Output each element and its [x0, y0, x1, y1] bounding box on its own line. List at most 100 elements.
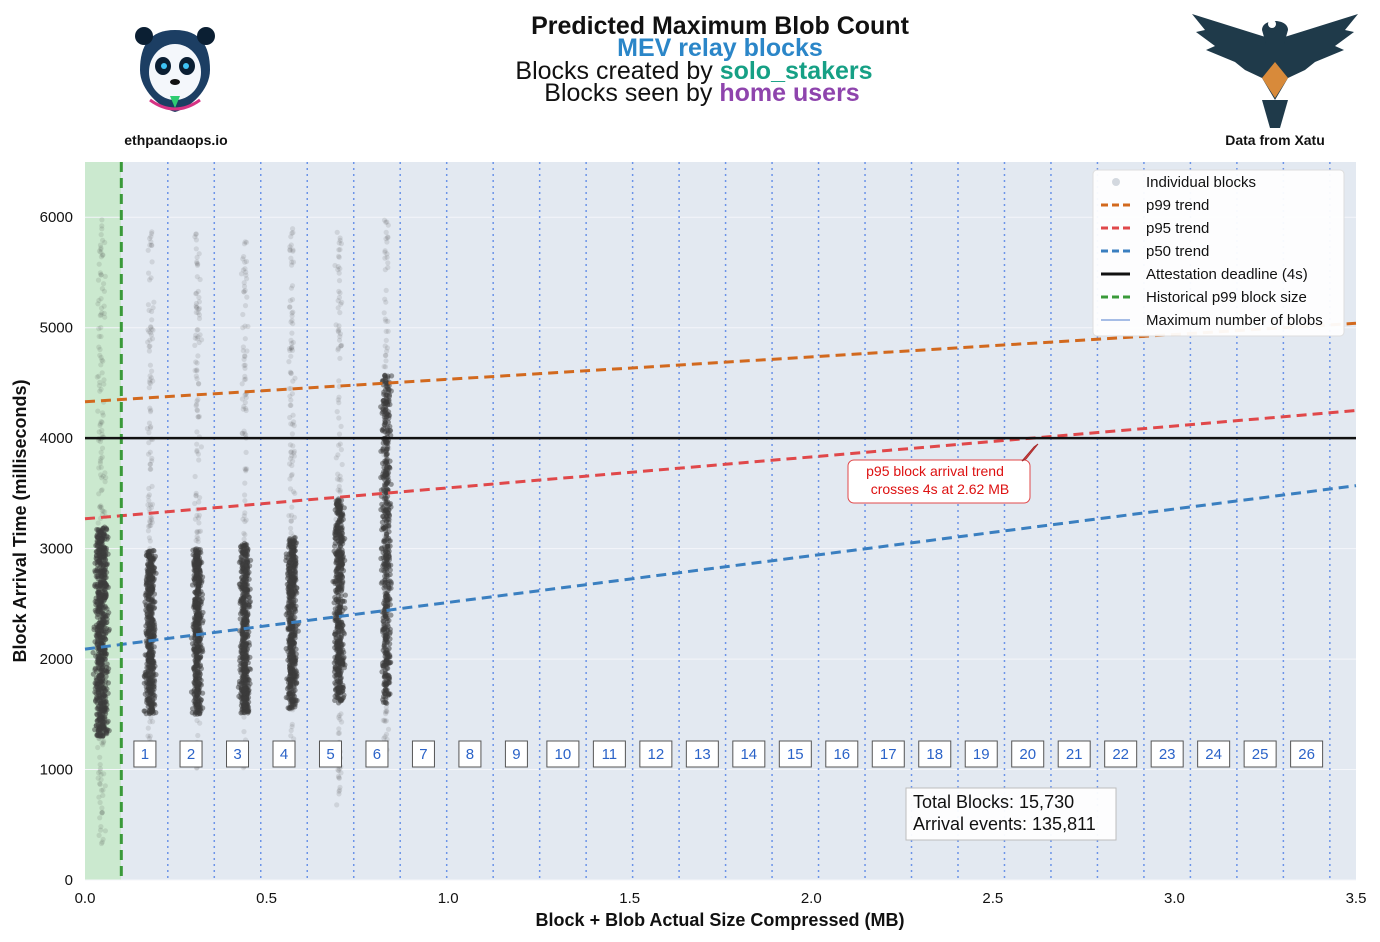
y-tick-label: 1000	[40, 762, 73, 779]
scatter-point	[384, 239, 390, 245]
scatter-point	[288, 397, 294, 403]
scatter-point	[381, 503, 387, 509]
scatter-point	[193, 231, 199, 237]
scatter-point	[193, 604, 199, 611]
scatter-point	[152, 624, 158, 630]
scatter-point	[336, 431, 343, 437]
scatter-point	[379, 669, 385, 675]
scatter-point	[290, 533, 296, 539]
scatter-point	[289, 431, 295, 437]
scatter-point	[150, 719, 156, 725]
scatter-point	[193, 332, 199, 338]
y-tick-label: 6000	[40, 209, 73, 226]
scatter-point	[290, 248, 296, 254]
scatter-point	[193, 290, 199, 296]
scatter-point	[195, 261, 201, 267]
scatter-point	[98, 362, 104, 368]
blob-label-text: 9	[512, 746, 520, 763]
legend-label: p50 trend	[1146, 243, 1209, 260]
scatter-point	[194, 254, 200, 260]
scatter-point	[242, 518, 248, 525]
scatter-point	[242, 266, 248, 272]
scatter-point	[99, 410, 106, 416]
scatter-point	[148, 522, 154, 529]
scatter-point	[292, 490, 298, 496]
blob-label: 11	[592, 740, 626, 768]
scatter-point	[382, 544, 388, 550]
scatter-point	[147, 377, 153, 383]
scatter-point	[382, 674, 388, 680]
scatter-point	[100, 508, 106, 514]
x-axis-ticks: 0.0 0.5 1.0 1.5 2.0 2.5 3.0 3.5	[75, 890, 1367, 907]
blob-label: 15	[778, 740, 812, 768]
scatter-point	[196, 499, 202, 505]
scatter-point	[100, 792, 106, 799]
blob-label-text: 16	[833, 746, 850, 763]
scatter-point	[97, 504, 103, 510]
scatter-point	[289, 347, 296, 353]
blob-label-text: 6	[373, 746, 381, 763]
scatter-point	[243, 661, 249, 668]
scatter-point	[100, 740, 106, 746]
scatter-point	[146, 506, 152, 512]
scatter-point	[240, 344, 246, 350]
scatter-point	[96, 373, 102, 379]
scatter-point	[192, 473, 198, 480]
scatter-point	[149, 568, 156, 574]
scatter-point	[97, 754, 103, 760]
scatter-point	[382, 343, 388, 349]
scatter-point	[334, 229, 340, 235]
blob-label: 18	[918, 740, 952, 768]
scatter-point	[98, 504, 104, 510]
scatter-point	[103, 590, 109, 597]
blob-label: 16	[825, 740, 859, 768]
scatter-point	[191, 576, 197, 582]
blob-label: 5	[318, 740, 342, 768]
scatter-point	[289, 721, 295, 727]
scatter-point	[291, 630, 297, 636]
scatter-point	[335, 773, 342, 780]
scatter-point	[195, 414, 201, 420]
scatter-point	[287, 578, 293, 585]
scatter-point	[96, 429, 102, 435]
scatter-point	[97, 768, 103, 774]
scatter-point	[290, 309, 296, 315]
scatter-point	[293, 623, 299, 630]
scatter-point	[195, 587, 201, 593]
scatter-point	[336, 586, 343, 592]
scatter-point	[96, 552, 102, 559]
scatter-point	[290, 458, 296, 464]
scatter-point	[197, 495, 203, 501]
scatter-point	[242, 492, 248, 498]
scatter-point	[288, 234, 294, 240]
blob-label: 13	[685, 740, 719, 768]
scatter-point	[90, 650, 96, 656]
scatter-point	[94, 677, 100, 683]
scatter-point	[193, 303, 199, 309]
scatter-point	[193, 571, 200, 577]
legend-marker	[1112, 178, 1120, 186]
scatter-point	[338, 559, 344, 565]
scatter-point	[99, 223, 105, 229]
scatter-point	[191, 559, 197, 565]
scatter-point	[96, 326, 102, 332]
scatter-point	[102, 595, 108, 601]
scatter-point	[145, 339, 151, 345]
scatter-point	[337, 542, 343, 549]
scatter-point	[101, 531, 107, 537]
scatter-point	[337, 333, 343, 340]
scatter-point	[381, 310, 387, 316]
scatter-point	[146, 498, 152, 504]
scatter-point	[151, 591, 158, 597]
scatter-point	[97, 458, 103, 464]
scatter-point	[100, 473, 106, 479]
scatter-point	[291, 601, 297, 607]
scatter-point	[151, 605, 157, 612]
scatter-point	[98, 840, 105, 847]
scatter-point	[196, 512, 202, 518]
scatter-point	[193, 624, 199, 630]
scatter-point	[97, 781, 103, 788]
scatter-point	[99, 839, 105, 845]
scatter-point	[149, 368, 155, 374]
scatter-point	[98, 464, 104, 470]
